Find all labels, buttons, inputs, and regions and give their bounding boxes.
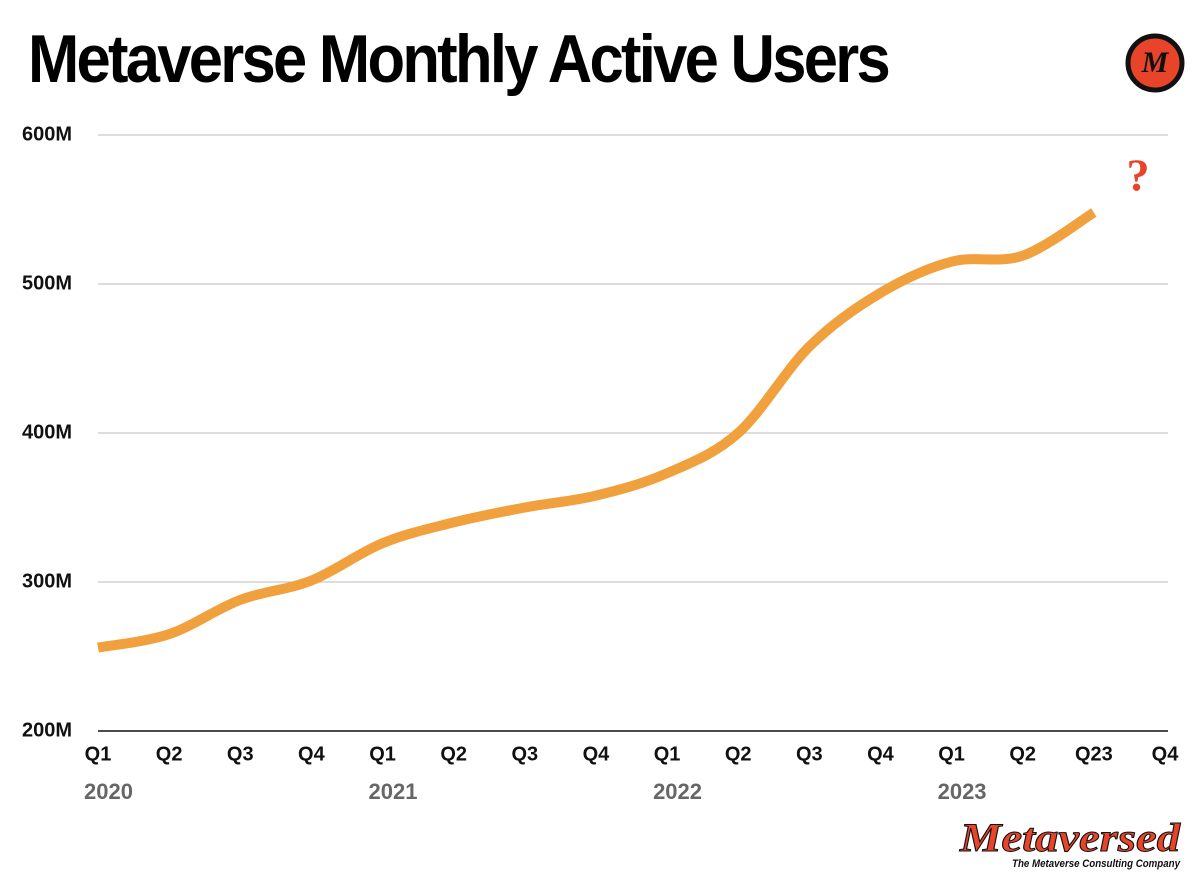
x-tick-label: Q3 <box>511 743 538 765</box>
logo-circle <box>1125 33 1185 93</box>
x-tick-label: Q4 <box>298 743 326 765</box>
brand-tagline: The Metaverse Consulting Company <box>1012 858 1181 870</box>
x-tick-label: Q4 <box>867 743 895 765</box>
x-tick-label: Q2 <box>1009 743 1036 765</box>
x-tick-label: Q2 <box>156 743 183 765</box>
y-tick-label: 600M <box>22 123 72 145</box>
year-label: 2020 <box>84 779 133 804</box>
x-tick-label: Q2 <box>440 743 467 765</box>
x-tick-label: Q3 <box>796 743 823 765</box>
annotation: ? <box>1127 149 1150 200</box>
x-tick-label: Q23 <box>1075 743 1113 765</box>
y-tick-label: 300M <box>22 570 72 592</box>
year-label: 2022 <box>653 779 702 804</box>
y-tick-label: 500M <box>22 272 72 294</box>
year-label: 2023 <box>938 779 987 804</box>
x-tick-label: Q4 <box>1152 743 1180 765</box>
year-label: 2021 <box>369 779 418 804</box>
brand: Metaversed <box>959 815 1181 860</box>
x-tick-label: Q1 <box>938 743 965 765</box>
y-tick-label: 400M <box>22 421 72 443</box>
y-tick-label: 200M <box>22 719 72 741</box>
x-tick-label: Q2 <box>725 743 752 765</box>
x-tick-label: Q4 <box>583 743 611 765</box>
x-tick-label: Q3 <box>227 743 254 765</box>
logo-text: M <box>1141 46 1170 79</box>
x-tick-label: Q1 <box>369 743 396 765</box>
chart-title: Metaverse Monthly Active Users <box>28 21 889 97</box>
x-tick-label: Q1 <box>654 743 681 765</box>
x-tick-label: Q1 <box>85 743 112 765</box>
data-line <box>97 208 1097 653</box>
